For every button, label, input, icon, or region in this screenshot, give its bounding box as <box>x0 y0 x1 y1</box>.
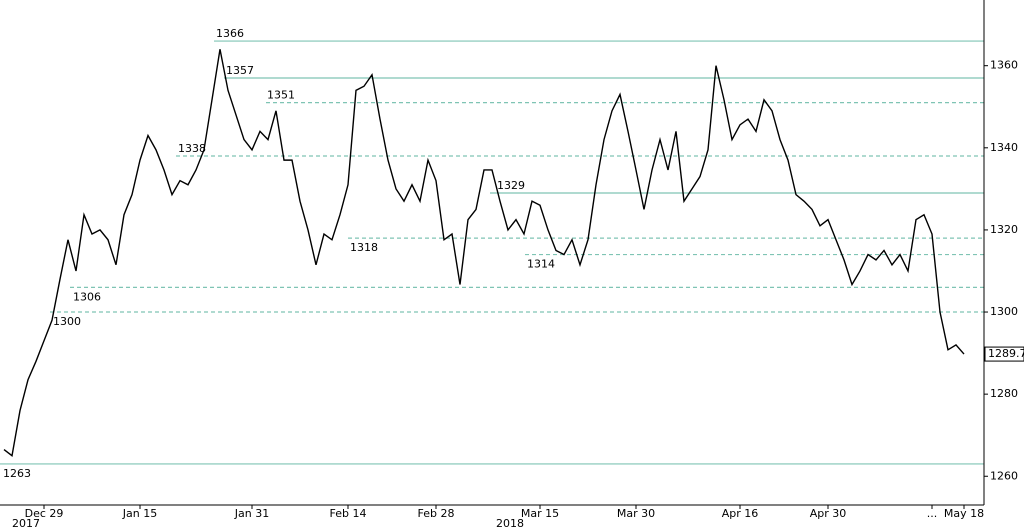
reference-label: 1300 <box>53 315 81 328</box>
x-tick-label: Jan 31 <box>234 507 269 520</box>
y-tick-label: 1280 <box>990 387 1018 400</box>
last-value-box <box>984 346 1024 362</box>
x-tick-label: ... <box>927 507 938 520</box>
reference-label: 1318 <box>350 241 378 254</box>
y-tick-label: 1340 <box>990 141 1018 154</box>
reference-label: 1329 <box>497 179 525 192</box>
reference-label: 1357 <box>226 64 254 77</box>
x-tick-label: May 18 <box>944 507 984 520</box>
reference-label: 1263 <box>3 467 31 480</box>
x-tick-label: Apr 16 <box>722 507 759 520</box>
last-value-label: 1289.76 <box>988 347 1024 360</box>
year-label: 2017 <box>12 517 40 528</box>
y-tick-label: 1320 <box>990 223 1018 236</box>
year-label: 2018 <box>496 517 524 528</box>
reference-label: 1366 <box>216 27 244 40</box>
x-tick-label: Feb 28 <box>418 507 455 520</box>
x-tick-label: Feb 14 <box>330 507 367 520</box>
x-tick-label: Dec 29 <box>25 507 64 520</box>
reference-label: 1351 <box>267 89 295 102</box>
x-tick-label: Mar 30 <box>617 507 655 520</box>
reference-label: 1338 <box>178 142 206 155</box>
reference-label: 1314 <box>527 258 555 271</box>
x-tick-label: Apr 30 <box>810 507 847 520</box>
y-tick-label: 1300 <box>990 305 1018 318</box>
y-tick-label: 1360 <box>990 59 1018 72</box>
price-line <box>3 49 965 457</box>
x-tick-label: Mar 15 <box>521 507 559 520</box>
x-tick-label: Jan 15 <box>122 507 157 520</box>
y-tick-label: 1260 <box>990 469 1018 482</box>
reference-label: 1306 <box>73 290 101 303</box>
